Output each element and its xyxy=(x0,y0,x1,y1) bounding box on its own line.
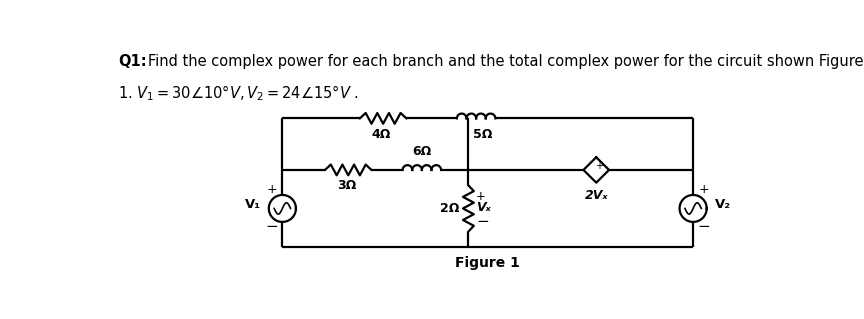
Text: Figure 1: Figure 1 xyxy=(455,256,520,270)
Text: 2Ω: 2Ω xyxy=(440,202,459,215)
Text: −: − xyxy=(697,219,710,234)
Text: +: + xyxy=(699,183,709,196)
Text: −: − xyxy=(476,214,489,229)
Text: +: + xyxy=(266,183,276,196)
Text: Q1:: Q1: xyxy=(118,55,147,70)
Text: Vₓ: Vₓ xyxy=(476,201,491,214)
Text: 2Vₓ: 2Vₓ xyxy=(585,189,608,202)
Text: 1. $V_1 = 30\angle10°V,V_2 = 24\angle15°V$ .: 1. $V_1 = 30\angle10°V,V_2 = 24\angle15°… xyxy=(118,84,359,103)
Text: +: + xyxy=(594,161,602,171)
Text: −: − xyxy=(265,219,278,234)
Text: +: + xyxy=(476,190,486,204)
Text: 6Ω: 6Ω xyxy=(412,145,431,158)
Text: 3Ω: 3Ω xyxy=(337,179,356,192)
Text: 5Ω: 5Ω xyxy=(473,128,492,141)
Text: Find the complex power for each branch and the total complex power for the circu: Find the complex power for each branch a… xyxy=(148,55,863,70)
Text: V₁: V₁ xyxy=(245,198,261,211)
Text: 4Ω: 4Ω xyxy=(372,128,391,141)
Text: V₂: V₂ xyxy=(715,198,731,211)
